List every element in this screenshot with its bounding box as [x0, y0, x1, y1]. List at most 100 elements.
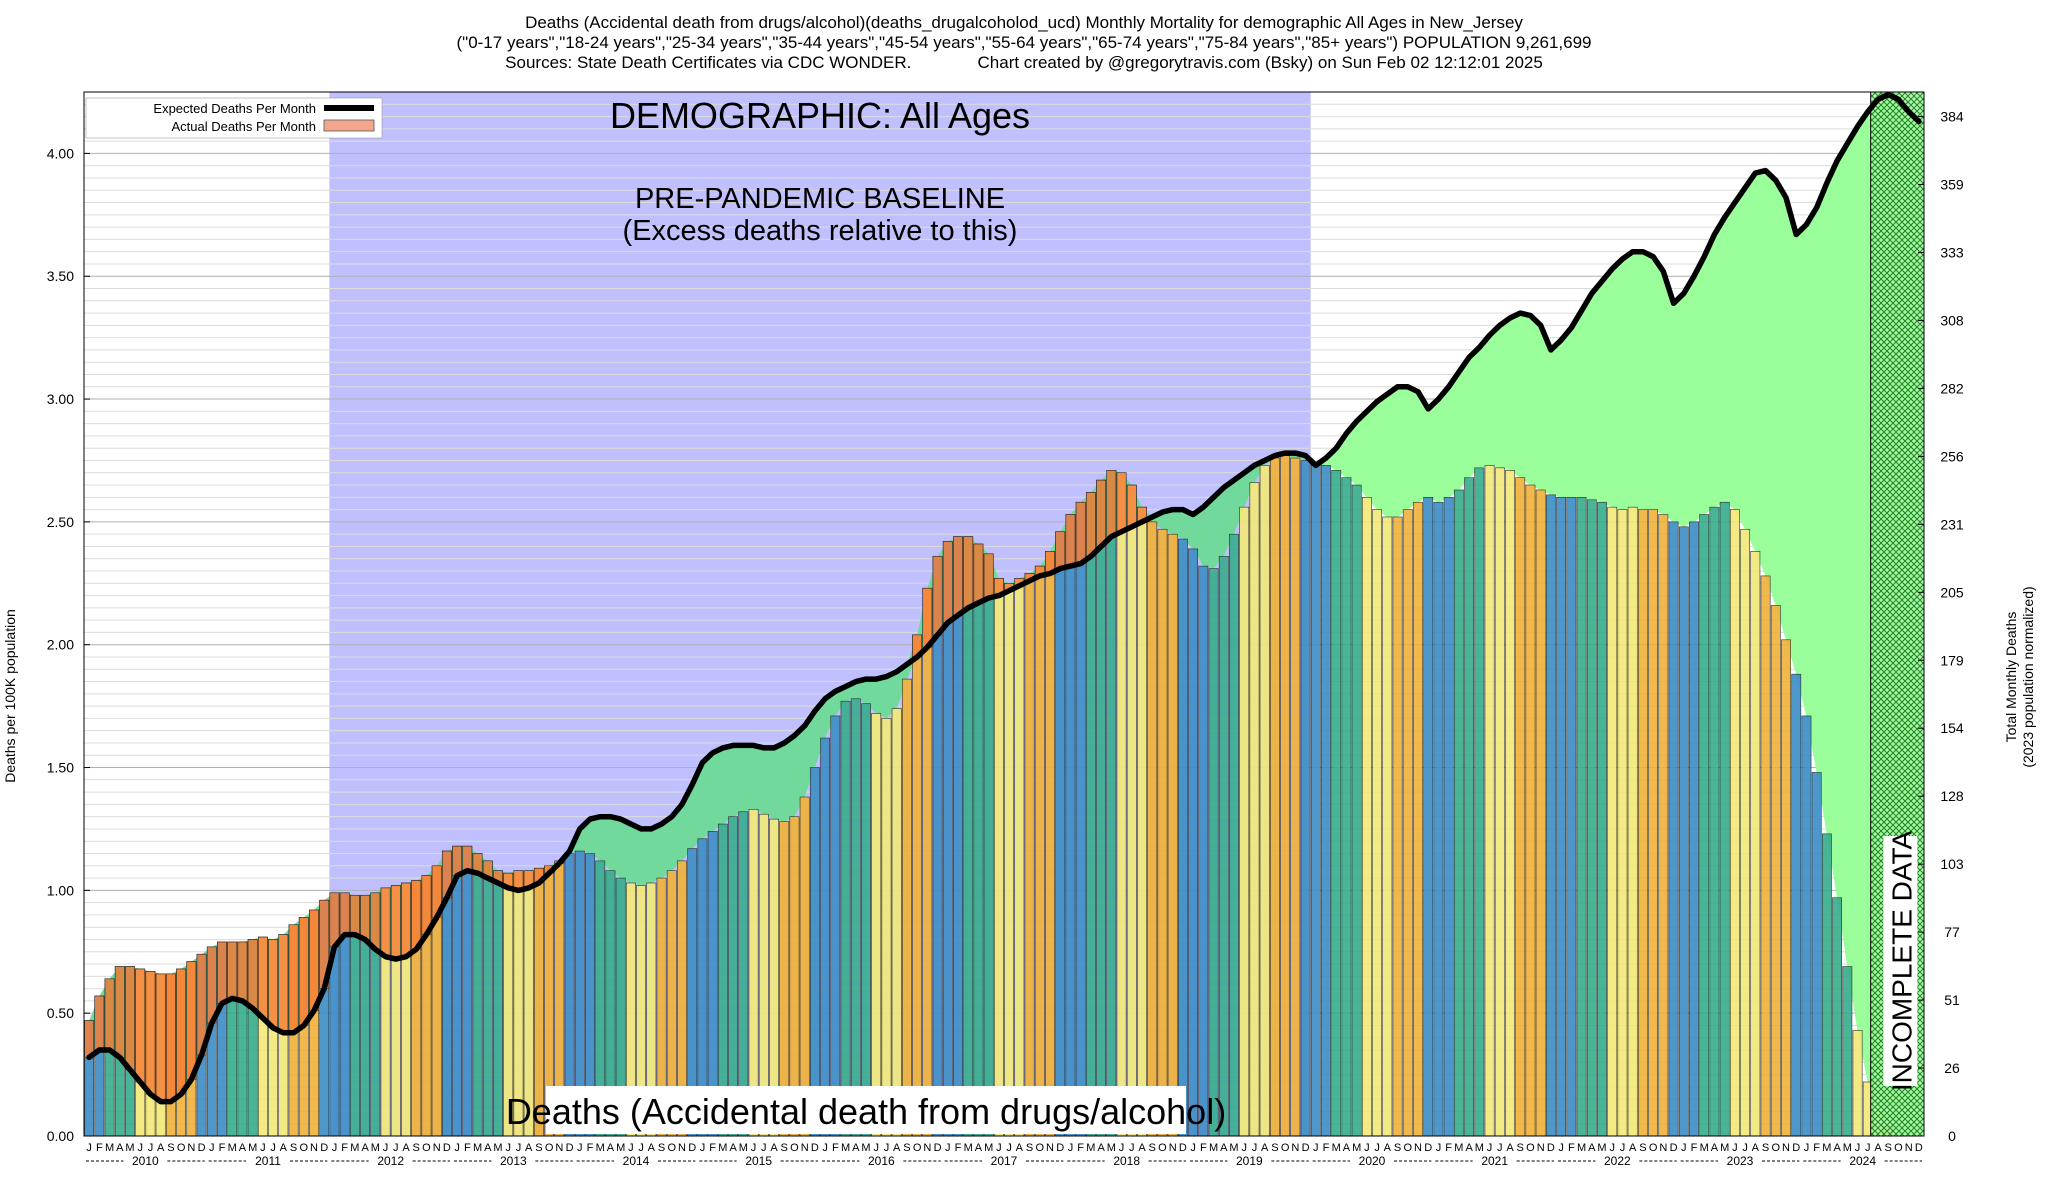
month-tick-label: D — [811, 1142, 819, 1154]
above-expected-bar — [114, 966, 125, 1058]
actual-bar — [1116, 472, 1127, 1137]
month-tick-label: A — [1384, 1142, 1392, 1154]
month-tick-label: J — [1558, 1142, 1564, 1154]
year-label: 2024 — [1849, 1154, 1876, 1168]
month-tick-label: S — [1762, 1142, 1769, 1154]
month-tick-label: J — [1190, 1142, 1196, 1154]
y2-tick-label: 333 — [1940, 244, 1964, 260]
month-tick-label: M — [841, 1142, 850, 1154]
month-tick-label: M — [1352, 1142, 1361, 1154]
actual-bar — [1821, 833, 1832, 1137]
above-expected-bar — [155, 973, 166, 1102]
y2-tick-label: 51 — [1944, 992, 1960, 1008]
month-tick-label: O — [1894, 1142, 1903, 1154]
month-tick-label: A — [1343, 1142, 1351, 1154]
actual-bar — [1494, 467, 1505, 1137]
month-tick-label: J — [1364, 1142, 1370, 1154]
month-tick-label: N — [187, 1142, 195, 1154]
month-tick-label: M — [1843, 1142, 1852, 1154]
actual-bar — [1443, 497, 1454, 1137]
month-tick-label: A — [893, 1142, 901, 1154]
actual-bar — [1126, 484, 1137, 1137]
actual-bar — [1413, 501, 1423, 1137]
actual-bar — [1832, 897, 1843, 1137]
y2-tick-label: 26 — [1944, 1060, 1960, 1076]
actual-bar — [1617, 509, 1628, 1137]
actual-bar — [1351, 484, 1362, 1137]
y2-axis-label-line-1: Total Monthly Deaths — [2003, 611, 2019, 743]
legend-expected-label: Expected Deaths Per Month — [153, 101, 316, 116]
actual-bar — [922, 587, 933, 1137]
month-tick-label: M — [1475, 1142, 1484, 1154]
actual-bar — [1515, 477, 1526, 1137]
expected-deaths-line — [86, 91, 1922, 1105]
actual-bar — [1147, 521, 1158, 1137]
actual-bar — [1576, 497, 1587, 1137]
actual-bar — [1750, 551, 1761, 1137]
actual-bar — [1637, 509, 1648, 1137]
month-tick-label: D — [1056, 1142, 1064, 1154]
actual-bar — [1699, 514, 1710, 1137]
month-tick-label: N — [1537, 1142, 1545, 1154]
actual-bar — [1034, 565, 1045, 1137]
month-tick-label: S — [1517, 1142, 1524, 1154]
month-tick-label: M — [739, 1142, 748, 1154]
above-expected-bar — [1126, 484, 1137, 528]
month-tick-label: S — [535, 1142, 542, 1154]
actual-bar — [1290, 457, 1301, 1137]
bottom-series-label: Deaths (Accidental death from drugs/alco… — [506, 1091, 1226, 1132]
year-label: 2010 — [132, 1154, 159, 1168]
above-expected-bar — [257, 936, 268, 1019]
y2-tick-label: 359 — [1940, 177, 1964, 193]
y2-tick-label: 308 — [1940, 312, 1964, 328]
actual-bar — [1658, 514, 1669, 1137]
above-expected-bar — [1096, 479, 1107, 547]
actual-bar — [809, 767, 820, 1137]
above-expected-bar — [176, 968, 187, 1095]
month-tick-label: J — [332, 1142, 338, 1154]
above-expected-bar — [1055, 531, 1066, 569]
month-tick-label: F — [1200, 1142, 1207, 1154]
month-tick-label: S — [1026, 1142, 1033, 1154]
month-tick-label: F — [96, 1142, 103, 1154]
month-tick-label: J — [1855, 1142, 1861, 1154]
y2-tick-label: 282 — [1940, 380, 1964, 396]
month-tick-label: M — [1597, 1142, 1606, 1154]
y-tick-label: 3.00 — [47, 391, 74, 407]
month-tick-label: J — [260, 1142, 266, 1154]
actual-bar — [1760, 575, 1771, 1137]
month-tick-label: J — [761, 1142, 767, 1154]
month-tick-label: M — [473, 1142, 482, 1154]
month-tick-label: O — [1403, 1142, 1412, 1154]
month-tick-label: A — [239, 1142, 247, 1154]
month-tick-label: F — [1691, 1142, 1698, 1154]
above-expected-bar — [1085, 492, 1096, 557]
above-expected-bar — [247, 939, 258, 1009]
month-tick-label: M — [125, 1142, 134, 1154]
y-tick-label: 2.00 — [47, 637, 74, 653]
month-tick-label: M — [1332, 1142, 1341, 1154]
actual-bar — [1208, 568, 1219, 1137]
above-expected-bar — [298, 917, 309, 1026]
actual-bar — [1372, 509, 1383, 1137]
month-tick-label: M — [228, 1142, 237, 1154]
month-tick-label: A — [361, 1142, 369, 1154]
baseline-region — [329, 92, 1311, 1136]
month-tick-label: J — [873, 1142, 879, 1154]
actual-bar — [861, 703, 871, 1137]
above-expected-bar — [217, 941, 227, 1004]
year-label: 2014 — [623, 1154, 650, 1168]
actual-bar — [1535, 489, 1546, 1137]
month-tick-label: A — [648, 1142, 656, 1154]
month-tick-label: J — [1006, 1142, 1012, 1154]
month-tick-label: A — [770, 1142, 778, 1154]
actual-bar — [1280, 455, 1291, 1137]
month-tick-label: M — [105, 1142, 114, 1154]
month-tick-label: F — [1323, 1142, 1330, 1154]
actual-bar — [1218, 555, 1229, 1137]
month-tick-label: J — [1804, 1142, 1810, 1154]
month-tick-label: S — [413, 1142, 420, 1154]
month-tick-label: M — [964, 1142, 973, 1154]
above-expected-bar — [462, 845, 473, 872]
month-tick-label: J — [700, 1142, 706, 1154]
